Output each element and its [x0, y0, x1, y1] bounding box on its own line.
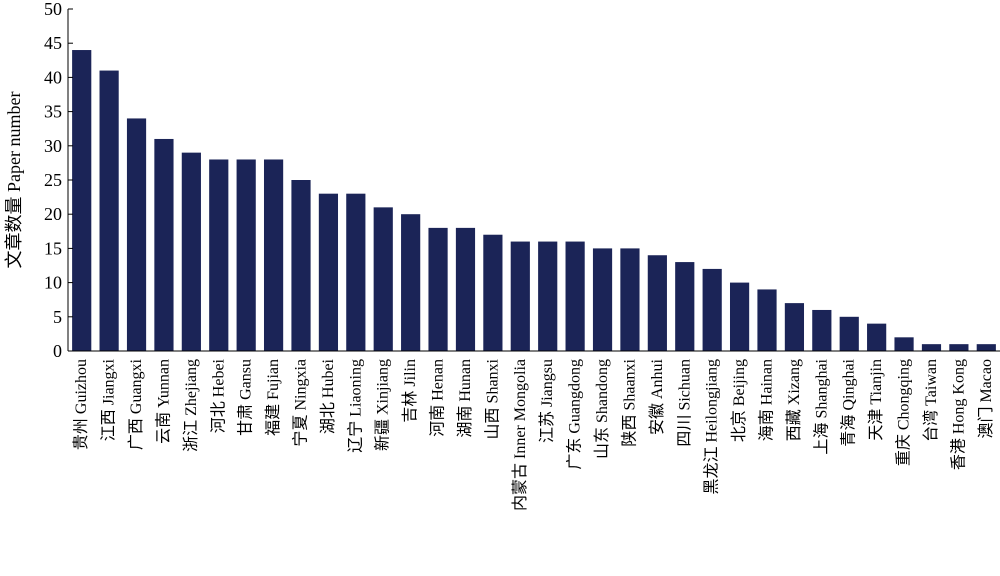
y-axis-title: 文章数量 Paper number — [4, 92, 24, 269]
x-tick-label-11: 新疆 Xinjiang — [374, 359, 392, 451]
y-tick-label-10: 50 — [44, 0, 62, 19]
bar-20 — [620, 248, 640, 351]
x-tick-label-17: 江苏 Jiangsu — [538, 359, 556, 443]
x-tick-label-22: 四川 Sichuan — [676, 359, 693, 447]
x-tick-label-30: 重庆 Chongqing — [895, 359, 913, 466]
bar-6 — [236, 159, 256, 351]
bar-1 — [99, 70, 119, 351]
bar-3 — [154, 138, 174, 351]
y-tick-label-3: 15 — [44, 238, 62, 258]
x-tick-label-0: 贵州 Guizhou — [72, 359, 90, 450]
bar-31 — [921, 344, 942, 351]
y-tick-label-1: 5 — [53, 307, 62, 327]
bar-21 — [647, 255, 667, 351]
bar-9 — [318, 193, 339, 351]
x-tick-label-15: 山西 Shanxi — [483, 358, 501, 439]
bar-33 — [976, 344, 996, 351]
bar-19 — [592, 248, 613, 351]
bar-12 — [401, 214, 421, 351]
y-tick-label-4: 20 — [44, 204, 62, 224]
x-tick-label-32: 香港 Hong Kong — [949, 359, 967, 470]
bar-16 — [510, 241, 530, 351]
axes-group — [67, 9, 1000, 352]
x-tick-label-18: 广东 Guangdong — [566, 359, 584, 470]
bar-22 — [675, 262, 695, 351]
x-tick-label-29: 天津 Tianjin — [867, 359, 885, 441]
x-tick-label-13: 河南 Henan — [429, 359, 447, 437]
bar-13 — [428, 227, 448, 351]
bar-25 — [757, 289, 777, 351]
bar-24 — [729, 282, 750, 351]
bar-27 — [812, 309, 832, 351]
x-tick-label-5: 河北 Hebei — [209, 358, 227, 433]
y-tick-label-8: 40 — [44, 67, 62, 87]
bar-18 — [565, 241, 585, 351]
x-tick-label-3: 云南 Yunnan — [154, 359, 172, 444]
y-tick-label-6: 30 — [44, 136, 62, 156]
x-tick-label-23: 黑龙江 Heilongjiang — [703, 359, 721, 495]
bar-32 — [949, 344, 969, 351]
x-tick-label-7: 福建 Fujian — [264, 359, 282, 436]
bar-5 — [209, 159, 229, 351]
bar-0 — [72, 50, 92, 351]
x-tick-label-12: 吉林 Jilin — [401, 359, 419, 423]
x-tick-label-2: 广西 Guangxi — [127, 358, 145, 450]
bar-14 — [455, 227, 476, 351]
bar-8 — [291, 180, 311, 351]
x-labels-group: 贵州 Guizhou 江西 Jiangxi 广西 Guangxi 云南 Yunnan 浙… — [72, 358, 995, 511]
x-tick-label-6: 甘肃 Gansu — [237, 359, 255, 436]
bar-11 — [373, 207, 393, 351]
bar-23 — [702, 268, 722, 351]
bar-10 — [346, 193, 366, 351]
bar-7 — [263, 159, 284, 351]
x-tick-label-21: 安徽 Anhui — [648, 358, 666, 435]
bar-4 — [181, 152, 201, 351]
x-tick-label-10: 辽宁 Liaoning — [346, 359, 364, 453]
bar-26 — [784, 303, 805, 351]
y-tick-label-2: 10 — [44, 273, 62, 293]
y-tick-label-9: 45 — [44, 33, 62, 53]
bar-15 — [483, 234, 503, 351]
y-ticks-group: 0 5 10 15 20 25 30 35 40 45 50 — [44, 0, 73, 361]
y-tick-label-0: 0 — [53, 341, 62, 361]
bar-28 — [839, 316, 859, 351]
x-tick-label-24: 北京 Beijing — [730, 359, 748, 442]
bar-17 — [538, 241, 558, 351]
y-tick-label-7: 35 — [44, 102, 62, 122]
x-tick-label-27: 上海 Shanghai — [812, 358, 830, 454]
x-tick-label-9: 湖北 Hubei — [319, 358, 337, 434]
x-tick-label-28: 青海 Qinghai — [840, 358, 858, 446]
y-tick-label-5: 25 — [44, 170, 62, 190]
x-tick-label-31: 台湾 Taiwan — [922, 359, 940, 442]
x-tick-label-25: 海南 Hainan — [758, 359, 776, 441]
x-tick-label-20: 陕西 Shaanxi — [620, 358, 638, 446]
x-tick-label-26: 西藏 Xizang — [785, 359, 803, 441]
x-tick-label-14: 湖南 Hunan — [456, 359, 474, 438]
x-tick-label-16: 内蒙古 Inner Mongolia — [511, 359, 529, 511]
x-tick-label-19: 山东 Shandong — [593, 359, 611, 459]
bar-29 — [867, 323, 887, 351]
bar-30 — [894, 337, 914, 351]
x-tick-label-33: 澳门 Macao — [977, 359, 995, 439]
x-tick-label-8: 宁夏 Ningxia — [292, 359, 310, 447]
bar-2 — [126, 118, 147, 351]
x-tick-label-1: 江西 Jiangxi — [100, 358, 118, 441]
bars-group — [72, 50, 996, 351]
x-tick-label-4: 浙江 Zhejiang — [182, 359, 200, 452]
